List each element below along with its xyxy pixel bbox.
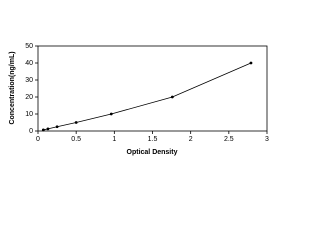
x-tick-label: 2.5: [224, 136, 234, 143]
y-tick-label: 20: [25, 94, 33, 101]
data-point: [249, 61, 253, 65]
x-tick-label: 1: [112, 136, 116, 143]
x-tick-label: 2: [189, 136, 193, 143]
x-axis-title: Optical Density: [127, 149, 178, 156]
y-tick-label: 10: [25, 111, 33, 118]
fit-line: [43, 62, 252, 131]
y-tick-label: 0: [29, 128, 33, 135]
y-tick-label: 30: [25, 77, 33, 84]
data-point: [41, 128, 45, 132]
page: {"chart_data": {"type": "scatter", "x_la…: [8, 42, 270, 156]
data-point: [109, 112, 113, 116]
data-point: [55, 125, 59, 129]
data-point: [170, 95, 174, 99]
x-tick-label: 1.5: [148, 136, 158, 143]
x-tick-label: 0: [36, 136, 40, 143]
y-axis-title: Concentration(ng/mL): [9, 51, 16, 124]
chart: Optical Density Concentration(ng/mL) 010…: [9, 43, 269, 156]
y-tick-label: 50: [25, 43, 33, 50]
plot-frame: [37, 45, 268, 132]
x-tick-label: 0.5: [71, 136, 81, 143]
data-point: [74, 121, 78, 124]
x-tick-label: 3: [265, 136, 269, 143]
y-tick-label: 40: [25, 60, 33, 67]
data-point: [46, 127, 50, 131]
